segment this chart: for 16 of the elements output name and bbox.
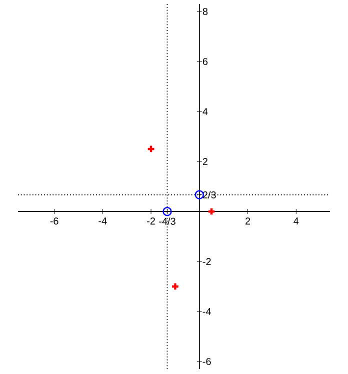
x-tick-label: 4: [294, 218, 299, 224]
y-tick-label: -2: [202, 258, 211, 265]
point: [162, 206, 172, 216]
x-tick-label: -4: [98, 218, 107, 224]
x-tick-label: -6: [50, 218, 58, 225]
x-tick-label: -4/3: [159, 218, 176, 225]
y-tick-label: 6: [202, 58, 208, 66]
y-tick-label: 2: [202, 158, 208, 165]
y-tick-label: 8: [202, 8, 208, 16]
y-tick-label: 4: [202, 108, 208, 115]
point: [207, 207, 216, 216]
x-tick-label: -2: [147, 218, 155, 224]
x-tick-label: 2: [246, 218, 250, 224]
y-tick-label: -6: [202, 358, 211, 366]
point: [146, 144, 156, 154]
y-tick-label: -4: [202, 308, 211, 315]
